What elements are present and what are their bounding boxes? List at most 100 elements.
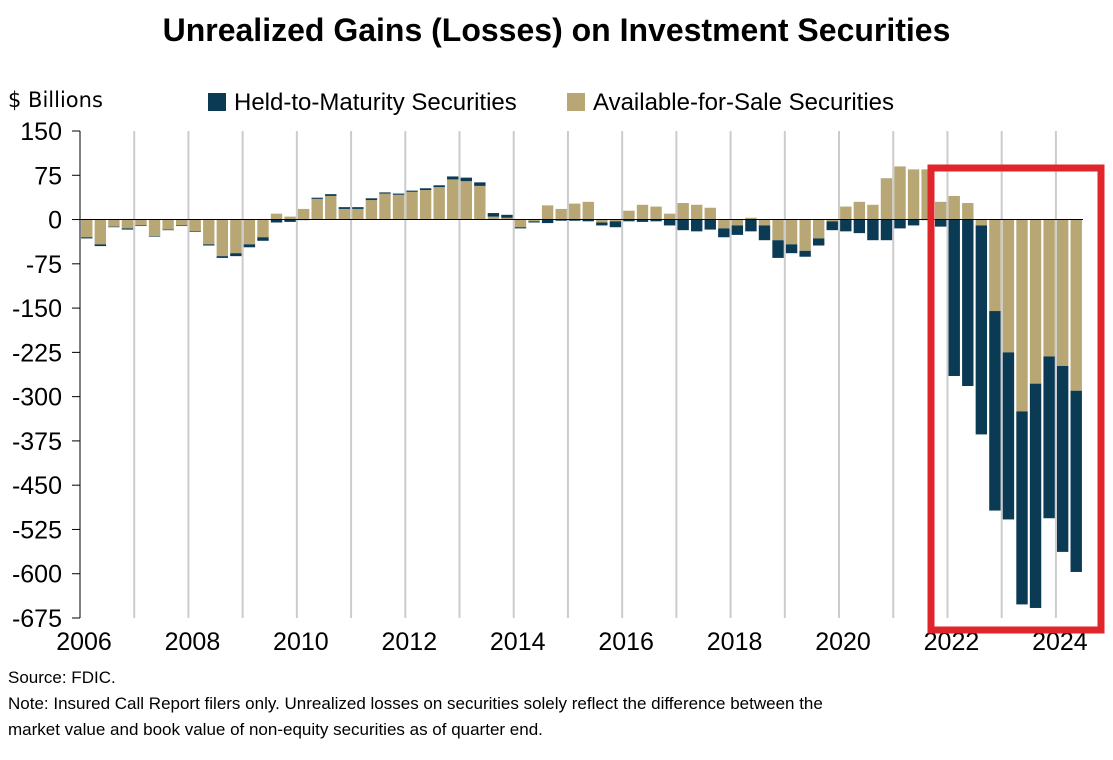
- bar-afs: [501, 217, 513, 220]
- bar-afs: [419, 190, 432, 220]
- bar-htm: [840, 219, 852, 232]
- x-tick-label: 2008: [165, 628, 221, 656]
- bar-afs: [352, 208, 364, 220]
- bar-htm: [934, 219, 947, 227]
- bar-afs: [555, 208, 567, 220]
- chart-plot: 150 75 0 -75 -150 -225 -300 -375 -450 -525 -600 -67…: [8, 88, 1105, 656]
- bar-afs: [433, 187, 445, 220]
- bar-htm: [894, 219, 906, 229]
- bar-afs: [636, 204, 649, 220]
- bar-afs: [962, 203, 974, 220]
- bar-htm: [257, 237, 269, 241]
- highlight-box: [927, 164, 1105, 634]
- y-tick-label: 75: [34, 162, 62, 190]
- bar-afs: [704, 207, 716, 220]
- x-tick-label: 2006: [56, 628, 112, 656]
- bar-htm: [162, 229, 174, 231]
- bar-htm: [989, 311, 1001, 511]
- bar-afs: [731, 219, 744, 226]
- bar-htm: [514, 227, 527, 229]
- bar-htm: [962, 219, 974, 387]
- bar-htm: [609, 221, 622, 228]
- bar-afs: [81, 219, 93, 238]
- bar-afs: [691, 204, 703, 220]
- bar-htm: [1070, 390, 1082, 572]
- bar-afs: [162, 219, 174, 230]
- legend-label-afs: Available-for-Sale Securities: [593, 89, 894, 116]
- bar-afs: [948, 195, 960, 220]
- y-tick-label: -375: [12, 428, 62, 456]
- bar-htm: [270, 219, 283, 223]
- bar-htm: [853, 219, 866, 234]
- bar-afs: [921, 169, 933, 220]
- x-tick-label: 2010: [273, 628, 329, 656]
- y-tick-label: -675: [12, 605, 62, 633]
- bar-afs: [474, 185, 486, 220]
- bar-afs: [135, 219, 147, 226]
- bar-htm: [325, 194, 337, 196]
- bar-afs: [772, 219, 784, 241]
- x-tick-label: 2014: [490, 628, 546, 656]
- bar-htm: [718, 228, 730, 238]
- bar-afs: [1043, 219, 1055, 357]
- bar-htm: [541, 219, 554, 224]
- legend-label-htm: Held-to-Maturity Securities: [234, 89, 517, 116]
- bar-afs: [853, 201, 866, 220]
- bar-htm: [203, 244, 215, 246]
- bar-afs: [1070, 219, 1082, 391]
- bar-afs: [121, 219, 134, 229]
- bar-afs: [785, 219, 798, 245]
- bar-afs: [813, 219, 825, 239]
- bar-htm: [108, 226, 120, 228]
- bar-htm: [311, 197, 323, 199]
- bar-afs: [541, 205, 554, 220]
- x-tick-label: 2018: [707, 628, 763, 656]
- bar-afs: [745, 217, 757, 220]
- bar-afs: [284, 216, 296, 220]
- bar-htm: [284, 219, 296, 222]
- bar-afs: [514, 219, 527, 228]
- bar-afs: [94, 219, 107, 245]
- x-tick-label: 2016: [598, 628, 654, 656]
- y-tick-label: -150: [12, 295, 62, 323]
- bar-htm: [663, 219, 676, 226]
- bar-afs: [826, 219, 838, 222]
- y-axis-label: $ Billions: [8, 88, 103, 112]
- bar-htm: [175, 225, 188, 227]
- bar-afs: [758, 219, 771, 226]
- bar-htm: [447, 176, 459, 180]
- chart-title: Unrealized Gains (Losses) on Investment …: [162, 12, 951, 48]
- bar-afs: [650, 206, 662, 220]
- bar-afs: [460, 181, 472, 220]
- bar-htm: [121, 228, 134, 230]
- bar-afs: [230, 219, 242, 254]
- bar-afs: [487, 216, 500, 220]
- bar-htm: [528, 221, 540, 223]
- bar-afs: [718, 219, 730, 229]
- bar-htm: [392, 193, 405, 195]
- bar-afs: [907, 169, 920, 220]
- bar-htm: [785, 244, 798, 254]
- bar-afs: [243, 219, 256, 245]
- legend-swatch-afs: [567, 93, 585, 111]
- bar-htm: [460, 177, 472, 182]
- bar-htm: [365, 198, 378, 201]
- bar-htm: [433, 185, 445, 188]
- y-tick-label: -450: [12, 472, 62, 500]
- bar-htm: [1002, 352, 1015, 520]
- bar-htm: [596, 222, 608, 226]
- bar-htm: [636, 219, 649, 222]
- bar-htm: [1056, 365, 1069, 552]
- bar-htm: [352, 207, 364, 209]
- bar-afs: [975, 219, 988, 226]
- bar-afs: [1056, 219, 1069, 366]
- bar-htm: [867, 219, 879, 241]
- bar-afs: [528, 219, 540, 222]
- gridlines: [133, 131, 1057, 618]
- y-tick-label: -75: [26, 251, 62, 279]
- y-tick-label: -525: [12, 516, 62, 544]
- bar-afs: [582, 201, 594, 220]
- bar-htm: [623, 219, 635, 222]
- bar-afs: [311, 198, 323, 220]
- bar-afs: [867, 204, 879, 220]
